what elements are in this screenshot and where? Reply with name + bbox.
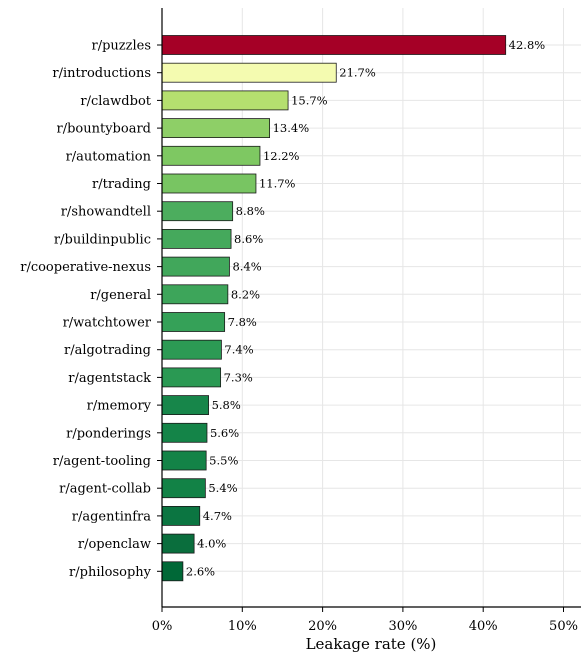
value-label: 5.6% bbox=[210, 426, 239, 440]
bar bbox=[161, 62, 337, 83]
bar bbox=[161, 173, 257, 194]
value-label: 11.7% bbox=[259, 177, 296, 191]
x-tick-label: 30% bbox=[388, 619, 417, 634]
bar bbox=[161, 367, 222, 388]
bar bbox=[161, 201, 234, 222]
value-label: 8.4% bbox=[232, 260, 261, 274]
bar bbox=[161, 478, 206, 499]
value-label: 5.5% bbox=[209, 454, 238, 468]
bars bbox=[161, 35, 507, 582]
value-label: 8.2% bbox=[231, 287, 260, 301]
value-label: 4.7% bbox=[203, 509, 232, 523]
bar bbox=[161, 118, 271, 138]
bar bbox=[161, 35, 507, 55]
bar bbox=[161, 422, 208, 443]
category-label: r/memory bbox=[87, 399, 152, 414]
value-label: 5.4% bbox=[208, 481, 237, 495]
value-label: 12.2% bbox=[263, 149, 300, 163]
bar bbox=[161, 145, 261, 166]
bar bbox=[161, 228, 232, 249]
category-labels: r/puzzles r/introductions r/clawdbot r/boun… bbox=[20, 39, 162, 580]
bar bbox=[161, 284, 229, 305]
x-axis-title: Leakage rate (%) bbox=[306, 635, 437, 653]
value-label: 8.6% bbox=[234, 232, 263, 246]
value-label: 5.8% bbox=[212, 398, 241, 412]
value-label: 7.4% bbox=[224, 343, 253, 357]
bar bbox=[161, 505, 201, 526]
category-label: r/agent-tooling bbox=[53, 454, 151, 469]
value-label: 21.7% bbox=[339, 66, 376, 80]
value-label: 4.0% bbox=[197, 537, 226, 551]
value-label: 8.8% bbox=[236, 204, 265, 218]
x-ticks: 0% 10% 20% 30% 40% 50% bbox=[152, 607, 578, 634]
x-tick-label: 40% bbox=[469, 619, 498, 634]
bar bbox=[161, 561, 184, 582]
bar bbox=[161, 339, 222, 360]
value-label: 2.6% bbox=[186, 564, 215, 578]
value-label: 15.7% bbox=[291, 93, 328, 107]
bar bbox=[161, 533, 195, 554]
category-label: r/openclaw bbox=[78, 537, 151, 552]
category-label: r/agentstack bbox=[68, 371, 151, 386]
category-label: r/clawdbot bbox=[80, 94, 151, 109]
bar bbox=[161, 90, 289, 111]
x-tick-label: 50% bbox=[549, 619, 578, 634]
value-label: 42.8% bbox=[509, 38, 546, 52]
category-label: r/agentinfra bbox=[72, 509, 152, 524]
category-label: r/introductions bbox=[52, 66, 151, 81]
category-label: r/automation bbox=[66, 149, 152, 164]
category-label: r/showandtell bbox=[61, 205, 151, 220]
category-label: r/watchtower bbox=[63, 316, 152, 331]
category-label: r/general bbox=[90, 288, 151, 303]
value-label: 7.3% bbox=[224, 370, 253, 384]
category-label: r/algotrading bbox=[64, 343, 151, 358]
category-label: r/buildinpublic bbox=[54, 232, 151, 247]
category-label: r/agent-collab bbox=[59, 482, 151, 497]
value-label: 7.8% bbox=[228, 315, 257, 329]
bar bbox=[161, 256, 230, 277]
x-tick-label: 10% bbox=[228, 619, 257, 634]
category-label: r/puzzles bbox=[91, 39, 151, 54]
category-label: r/trading bbox=[92, 177, 151, 192]
bar bbox=[161, 312, 226, 332]
category-label: r/cooperative-nexus bbox=[20, 260, 151, 275]
category-label: r/philosophy bbox=[69, 565, 152, 580]
bar bbox=[161, 395, 209, 416]
category-label: r/bountyboard bbox=[57, 122, 152, 137]
bar bbox=[161, 450, 207, 471]
x-tick-label: 0% bbox=[152, 619, 173, 634]
axes bbox=[161, 8, 581, 608]
x-tick-label: 20% bbox=[308, 619, 337, 634]
value-label: 13.4% bbox=[273, 121, 310, 135]
value-labels: 42.8% 21.7% 15.7% 13.4% 12.2% 11.7% 8.8% 8.6% 8.… bbox=[186, 38, 545, 578]
category-label: r/ponderings bbox=[66, 426, 151, 441]
